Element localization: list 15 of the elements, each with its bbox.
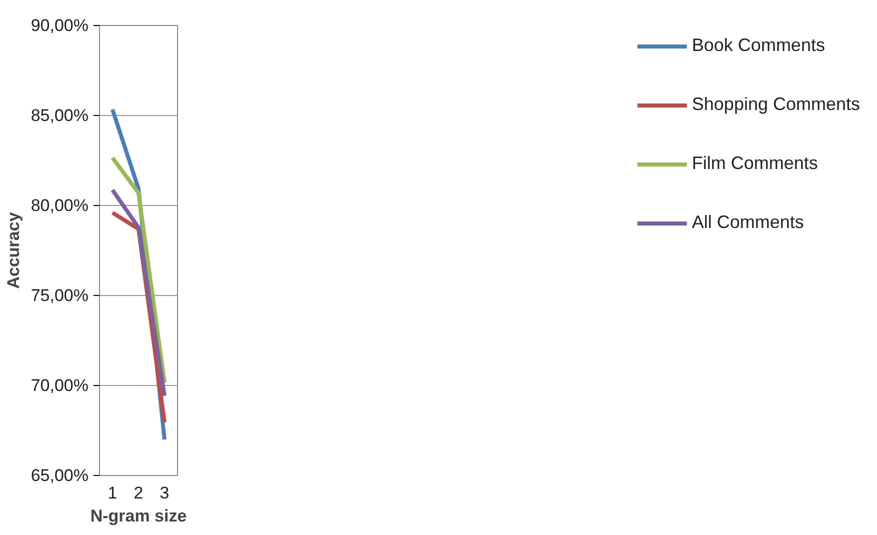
y-tick-label: 65,00% xyxy=(30,466,89,485)
x-tick-label: 1 xyxy=(108,484,118,502)
legend-label: Film Comments xyxy=(692,153,818,174)
x-tick-label: 2 xyxy=(134,484,144,502)
y-tick-label: 90,00% xyxy=(30,16,89,35)
y-tick-label: 70,00% xyxy=(30,376,89,395)
y-tick-label: 85,00% xyxy=(30,106,89,125)
x-axis-title: N-gram size xyxy=(90,506,187,526)
legend-label: Book Comments xyxy=(692,35,825,56)
legend-label: Shopping Comments xyxy=(692,94,860,115)
y-tick-label: 75,00% xyxy=(30,286,89,305)
y-axis-title: Accuracy xyxy=(4,212,23,289)
legend-label: All Comments xyxy=(692,212,804,233)
x-tick-label: 3 xyxy=(160,484,170,502)
y-tick-label: 80,00% xyxy=(30,196,89,215)
